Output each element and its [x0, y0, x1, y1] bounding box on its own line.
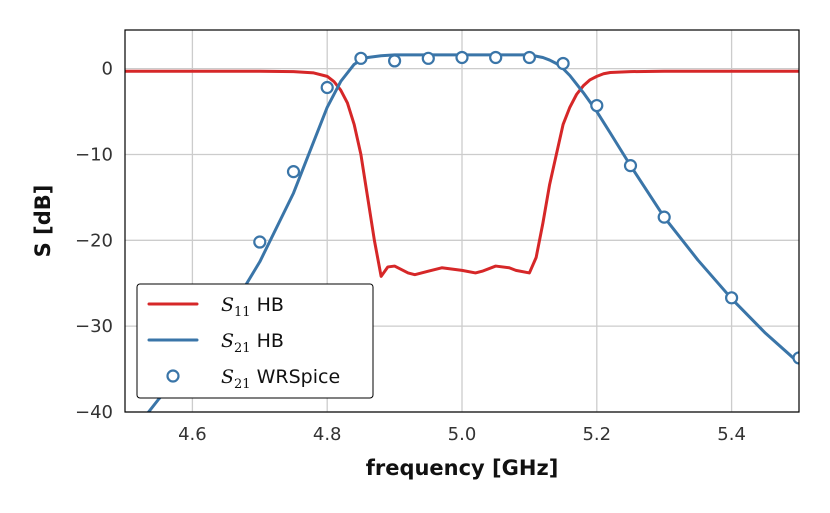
legend-label-symbol: S — [221, 366, 234, 388]
y-tick-label: −10 — [75, 144, 113, 165]
data-point-s21-wrspice — [489, 50, 503, 65]
y-tick-label: 0 — [102, 59, 113, 80]
series-layer — [125, 50, 799, 412]
legend-label: S11 HB — [221, 294, 284, 320]
data-point-s21-wrspice — [421, 51, 435, 65]
x-tick-label: 5.0 — [448, 424, 477, 445]
data-point-s21-wrspice — [724, 291, 739, 305]
data-point-s21-wrspice — [556, 56, 570, 71]
legend-label: S21 HB — [221, 330, 284, 356]
data-point-s21-wrspice — [522, 50, 537, 65]
data-point-s21-wrspice — [286, 165, 301, 179]
data-point-s21-wrspice — [388, 54, 402, 68]
legend-label-subscript: 21 — [234, 341, 251, 356]
x-tick-label: 5.2 — [582, 424, 611, 445]
y-tick-label: −40 — [75, 402, 113, 423]
series-line-s11-hb — [125, 69, 799, 278]
y-tick-label: −30 — [75, 316, 113, 337]
y-tick-label: −20 — [75, 230, 113, 251]
data-point-s21-wrspice — [455, 50, 469, 65]
x-axis-label: frequency [GHz] — [366, 456, 559, 480]
data-point-s21-wrspice — [623, 159, 638, 173]
data-point-s21-wrspice — [792, 351, 799, 365]
legend-label: S21 WRSpice — [221, 366, 340, 392]
legend-label-symbol: S — [221, 294, 234, 316]
legend-label-suffix: HB — [251, 294, 284, 316]
x-tick-label: 4.8 — [313, 424, 342, 445]
data-point-s21-wrspice — [320, 80, 334, 95]
x-tick-label: 4.6 — [178, 424, 207, 445]
legend-label-symbol: S — [221, 330, 234, 352]
legend-label-subscript: 11 — [234, 305, 251, 320]
data-point-s21-wrspice — [354, 51, 368, 65]
data-point-s21-wrspice — [590, 98, 604, 113]
plot-frame — [124, 29, 800, 413]
tick-labels: 4.6 4.8 5.0 5.2 5.4 0 −10 −20 −30 −40 — [75, 59, 746, 445]
legend-marker-swatch — [166, 369, 180, 383]
legend-label-suffix: HB — [251, 330, 284, 352]
data-point-s21-wrspice — [253, 235, 267, 249]
legend-label-suffix: WRSpice — [251, 366, 341, 388]
data-point-s21-wrspice — [657, 210, 671, 224]
x-tick-label: 5.4 — [717, 424, 746, 445]
legend-box — [136, 283, 374, 399]
legend-label-subscript: 21 — [234, 377, 251, 392]
y-axis-label: S [dB] — [31, 185, 55, 258]
